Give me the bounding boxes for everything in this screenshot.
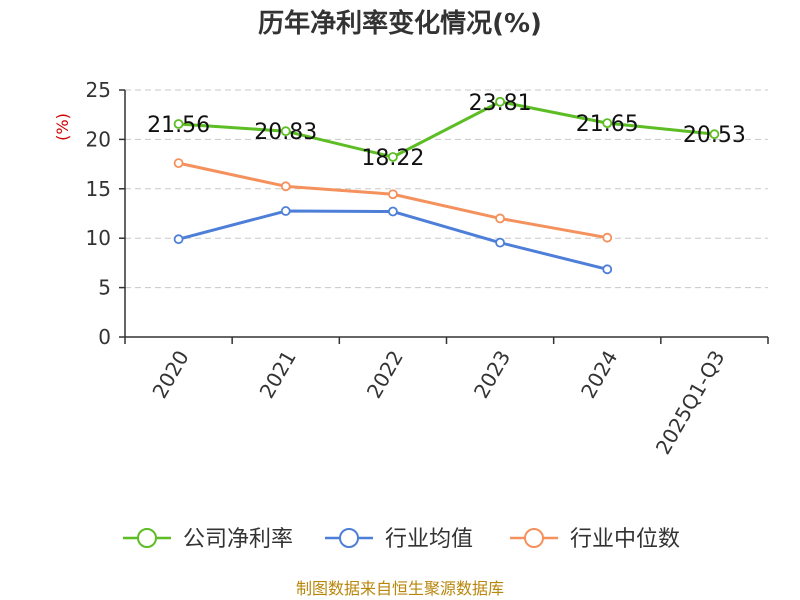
data-point: [173, 119, 184, 129]
legend-label: 公司净利率: [183, 527, 293, 552]
y-tick-label: 0: [98, 325, 111, 349]
chart-title: 历年净利率变化情况(%): [258, 8, 542, 39]
data-label: 21.56: [147, 113, 210, 138]
legend-item: 公司净利率: [123, 527, 293, 552]
x-tick-label: 2022: [362, 346, 408, 402]
data-point: [602, 232, 613, 243]
series-line-2: [178, 161, 608, 240]
data-point: [495, 96, 505, 107]
x-tick-label: 2025Q1-Q3: [651, 346, 730, 458]
y-tick-label: 20: [86, 127, 111, 151]
legend-marker: [524, 528, 544, 548]
data-point: [388, 152, 398, 162]
data-point: [173, 234, 184, 245]
data-label: 18.22: [361, 146, 424, 171]
data-point: [388, 206, 398, 217]
y-tick-labels: 0 5 10 15 20 25: [86, 78, 111, 349]
legend: 公司净利率 行业均值 行业中位数: [123, 527, 680, 552]
legend-marker: [137, 528, 157, 548]
data-point: [280, 181, 291, 192]
data-point: [709, 129, 720, 140]
data-point: [602, 264, 613, 275]
x-tick-label: 2021: [255, 346, 301, 402]
data-point: [495, 237, 505, 248]
data-label: 20.83: [254, 120, 317, 145]
series-lines: [173, 96, 720, 275]
y-tick-label: 25: [86, 78, 111, 102]
data-point: [388, 189, 398, 200]
legend-label: 行业均值: [385, 527, 473, 552]
legend-marker: [339, 528, 359, 548]
axes: [119, 89, 769, 344]
x-tick-label: 2023: [469, 346, 515, 402]
grid-lines: [125, 89, 768, 289]
y-tick-label: 10: [86, 226, 111, 250]
x-tick-labels: 2020 2021 2022 2023 2024 2025Q1-Q3: [147, 346, 729, 458]
legend-item: 行业均值: [325, 527, 473, 552]
legend-item: 行业中位数: [510, 527, 680, 552]
data-label: 21.65: [576, 112, 639, 137]
x-tick-label: 2024: [576, 346, 622, 402]
data-label: 20.53: [683, 123, 746, 148]
source-note: 制图数据来自恒生聚源数据库: [296, 579, 504, 598]
data-point: [173, 158, 184, 169]
data-point: [602, 118, 613, 128]
y-tick-label: 15: [86, 177, 111, 201]
data-point: [495, 213, 505, 224]
y-axis-label: (%): [53, 113, 72, 141]
data-labels: 21.56 20.83 18.22 23.81 21.65 20.53: [147, 91, 746, 171]
y-tick-label: 5: [98, 276, 111, 300]
data-point: [280, 206, 291, 216]
series-line-1: [178, 209, 608, 271]
series-line-0: [178, 100, 715, 159]
x-tick-label: 2020: [147, 346, 193, 402]
legend-label: 行业中位数: [570, 527, 680, 552]
data-label: 23.81: [469, 91, 532, 116]
data-point: [280, 126, 291, 137]
